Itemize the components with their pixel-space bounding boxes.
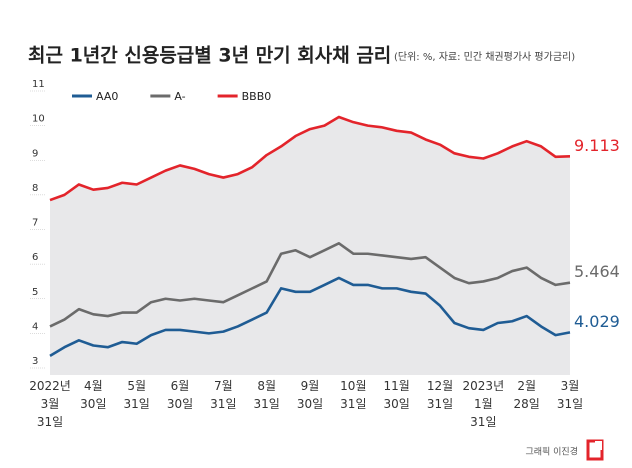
x-tick-label: 2023년 1월 31일	[463, 379, 505, 429]
legend-label: AA0	[96, 90, 118, 103]
y-tick-label: 10	[32, 114, 45, 125]
y-tick-label: 11	[32, 79, 45, 90]
end-label: 5.464	[574, 262, 620, 281]
end-label: 9.113	[574, 136, 620, 155]
x-tick-label: 9월 30일	[297, 379, 323, 411]
logo	[586, 439, 604, 461]
x-tick-label: 3월 31일	[557, 379, 583, 411]
x-tick-label: 6월 30일	[167, 379, 193, 411]
y-tick-label: 7	[32, 218, 38, 229]
y-tick-label: 5	[32, 287, 38, 298]
legend-label: A-	[174, 90, 185, 103]
x-tick-label: 4월 30일	[80, 379, 106, 411]
y-tick-label: 9	[32, 148, 38, 159]
x-tick-label: 8월 31일	[254, 379, 280, 411]
series-line	[49, 115, 571, 202]
area	[50, 116, 570, 375]
x-tick-label: 5월 31일	[124, 379, 150, 411]
y-tick-label: 4	[32, 321, 38, 332]
legend-label: BBB0	[242, 90, 272, 103]
chart-title: 최근 1년간 신용등급별 3년 만기 회사채 금리	[28, 45, 391, 67]
x-tick-label: 12월 31일	[427, 379, 453, 411]
chart-subtitle: (단위: %, 자료: 민간 채권평가사 평가금리)	[394, 50, 575, 63]
x-tick-label: 2월 28일	[514, 379, 540, 411]
series-line	[49, 276, 571, 357]
y-tick-label: 3	[32, 356, 38, 367]
credit: 그래픽 이진경	[525, 446, 578, 458]
series-line	[49, 242, 571, 328]
end-label: 4.029	[574, 312, 620, 331]
y-tick-label: 6	[32, 252, 38, 263]
y-tick-label: 8	[32, 183, 38, 194]
x-tick-label: 2022년 3월 31일	[29, 379, 71, 429]
x-tick-label: 11월 30일	[384, 379, 410, 411]
legend: AA0 A- BBB0	[72, 90, 271, 103]
x-tick-label: 10월 31일	[340, 379, 366, 411]
x-tick-label: 7월 31일	[210, 379, 236, 411]
